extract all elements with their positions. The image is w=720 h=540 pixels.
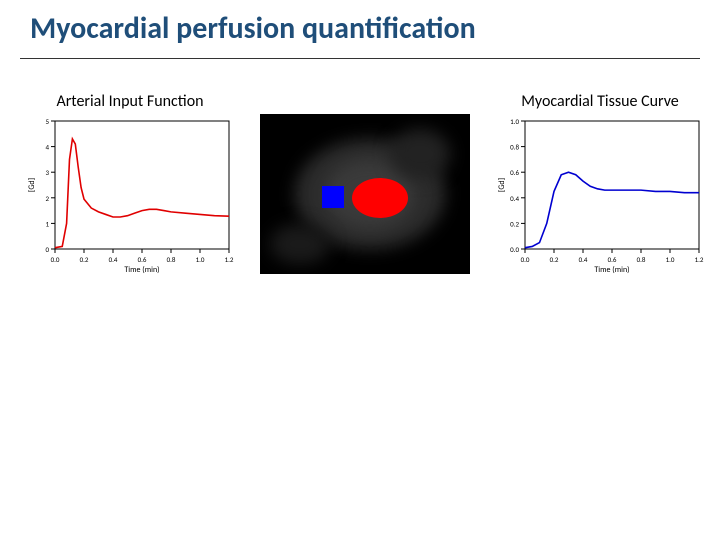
svg-text:0.4: 0.4 — [109, 255, 118, 264]
mri-texture-blob — [270, 224, 330, 264]
svg-text:0.8: 0.8 — [167, 255, 176, 264]
svg-text:1.0: 1.0 — [666, 255, 675, 264]
svg-text:0.0: 0.0 — [521, 255, 530, 264]
tissue-chart: 0.0 0.2 0.4 0.6 0.8 1.0 1.2 0.0 0.2 0.4 0.6 0.8 1.0 T… — [495, 115, 705, 275]
svg-text:5: 5 — [45, 117, 49, 126]
aif-chart: 0.0 0.2 0.4 0.6 0.8 1.0 1.2 0 1 2 3 4 5 Time (min) [Gd… — [25, 115, 235, 275]
svg-text:2: 2 — [45, 194, 49, 203]
svg-text:4: 4 — [45, 143, 49, 152]
svg-text:0.0: 0.0 — [510, 245, 519, 254]
svg-text:0.8: 0.8 — [637, 255, 646, 264]
svg-text:1.2: 1.2 — [225, 255, 234, 264]
right-panel: Myocardial Tissue Curve 0.0 0.2 0.4 0.6 0.8 1… — [495, 92, 705, 275]
svg-text:1.2: 1.2 — [695, 255, 704, 264]
roi-red-ellipse — [352, 178, 408, 218]
svg-text:0.8: 0.8 — [510, 143, 519, 152]
svg-text:[Gd]: [Gd] — [27, 178, 37, 192]
panel-row: Arterial Input Function 0.0 0.2 0.4 0.6 0.8 1… — [25, 92, 705, 275]
svg-text:[Gd]: [Gd] — [497, 178, 507, 192]
aif-chart-svg: 0.0 0.2 0.4 0.6 0.8 1.0 1.2 0 1 2 3 4 5 Time (min) [Gd… — [25, 115, 235, 275]
left-panel: Arterial Input Function 0.0 0.2 0.4 0.6 0.8 1… — [25, 92, 235, 275]
svg-text:Time (min): Time (min) — [124, 265, 159, 275]
svg-text:3: 3 — [45, 168, 49, 177]
roi-blue-square — [322, 186, 344, 208]
right-panel-label: Myocardial Tissue Curve — [521, 92, 679, 111]
svg-text:0.4: 0.4 — [579, 255, 588, 264]
svg-text:0.6: 0.6 — [510, 168, 519, 177]
left-panel-label: Arterial Input Function — [56, 92, 203, 111]
title-underline — [20, 58, 700, 59]
svg-text:1.0: 1.0 — [196, 255, 205, 264]
mri-texture-blob — [390, 129, 450, 179]
svg-text:0.0: 0.0 — [51, 255, 60, 264]
center-panel — [260, 92, 470, 274]
svg-text:1: 1 — [45, 219, 49, 228]
svg-text:0.2: 0.2 — [550, 255, 559, 264]
tissue-chart-svg: 0.0 0.2 0.4 0.6 0.8 1.0 1.2 0.0 0.2 0.4 0.6 0.8 1.0 T… — [495, 115, 705, 275]
svg-text:0: 0 — [45, 245, 49, 254]
svg-text:0.2: 0.2 — [510, 219, 519, 228]
svg-text:Time (min): Time (min) — [594, 265, 629, 275]
svg-text:0.2: 0.2 — [80, 255, 89, 264]
mri-image — [260, 114, 470, 274]
svg-text:0.4: 0.4 — [510, 194, 519, 203]
svg-text:0.6: 0.6 — [138, 255, 147, 264]
svg-text:1.0: 1.0 — [510, 117, 519, 126]
svg-text:0.6: 0.6 — [608, 255, 617, 264]
page-title: Myocardial perfusion quantification — [30, 10, 476, 47]
